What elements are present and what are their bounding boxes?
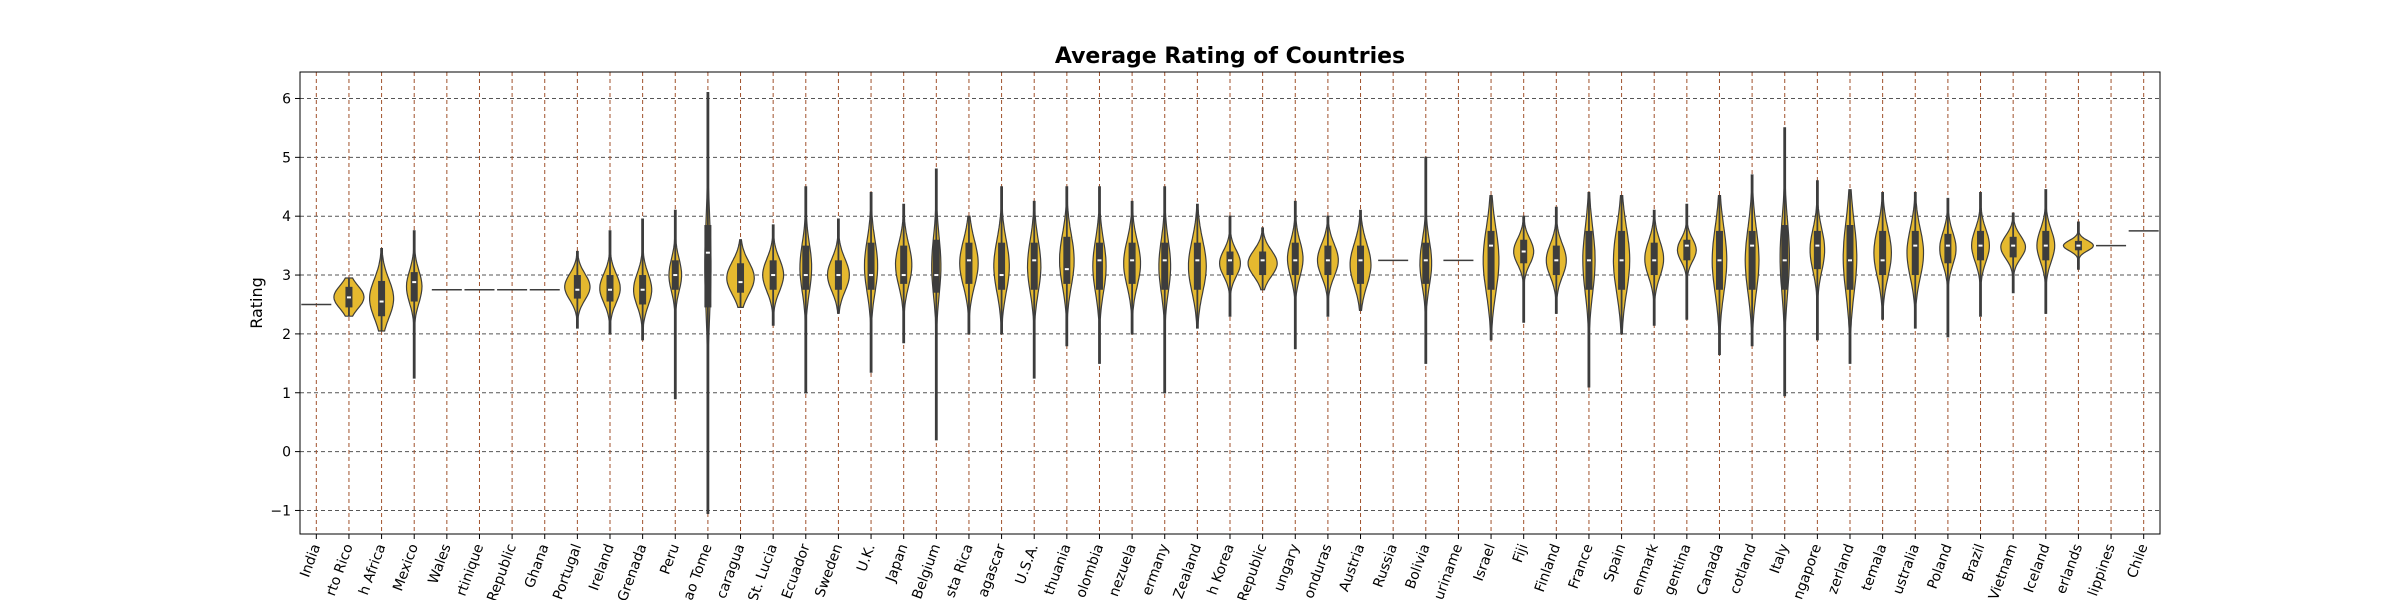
violin — [863, 192, 879, 373]
violin — [633, 218, 653, 341]
violin-box — [1944, 233, 1952, 264]
violin-box — [410, 272, 418, 302]
violin — [599, 230, 621, 335]
violin — [1612, 195, 1631, 335]
violin — [1349, 209, 1372, 311]
violin — [726, 239, 755, 308]
violin — [1218, 215, 1242, 317]
violin — [1809, 180, 1826, 341]
y-tick-label: 5 — [282, 150, 291, 166]
violin — [931, 168, 942, 441]
violin — [1644, 209, 1665, 326]
violin — [1482, 195, 1500, 341]
violin-box — [606, 275, 614, 302]
violin-box — [1291, 242, 1299, 276]
violin-box — [573, 275, 581, 299]
violin — [668, 209, 683, 400]
violin — [1970, 192, 1991, 317]
violin — [799, 186, 813, 394]
chart-title: Average Rating of Countries — [1055, 44, 1405, 69]
violin-box — [1030, 242, 1038, 290]
violin — [762, 224, 785, 326]
violin-box — [802, 245, 810, 290]
violin — [405, 230, 423, 379]
violin — [1286, 200, 1304, 350]
violin — [1939, 197, 1957, 338]
violin-box — [1095, 242, 1103, 290]
y-axis-label: Rating — [247, 277, 266, 329]
y-tick-label: −1 — [270, 503, 291, 519]
violin — [894, 203, 913, 344]
violin-box — [1650, 242, 1658, 276]
violin — [1092, 186, 1107, 364]
y-tick-label: 2 — [282, 327, 291, 343]
x-tick-label: Fiji — [1510, 542, 1531, 565]
violin — [993, 186, 1010, 335]
violin-box — [900, 245, 908, 284]
violin — [1676, 203, 1697, 320]
violin-box — [378, 280, 386, 317]
violin-box — [1781, 225, 1789, 290]
violin — [1779, 127, 1790, 397]
violin — [333, 277, 365, 317]
violin-box — [1357, 245, 1365, 284]
violin-box — [965, 242, 973, 284]
violin-box — [737, 263, 745, 293]
violin — [2062, 221, 2095, 270]
violin — [1419, 156, 1433, 364]
violin — [826, 218, 850, 314]
violin — [564, 250, 591, 329]
violin-box — [1226, 251, 1234, 276]
violin — [2036, 189, 2056, 314]
violin — [1513, 215, 1535, 323]
violin — [369, 248, 395, 332]
violin — [1744, 174, 1760, 347]
violin — [704, 92, 712, 514]
violin — [959, 215, 979, 335]
violin-box — [1683, 239, 1691, 261]
violin-box — [1422, 242, 1430, 284]
violin-box — [1161, 242, 1169, 290]
violin — [1582, 192, 1596, 388]
violin-box — [1259, 251, 1267, 276]
violin — [1873, 192, 1893, 320]
y-tick-label: 6 — [282, 91, 291, 107]
violin — [2000, 212, 2027, 294]
violin-box — [1911, 230, 1919, 276]
violin-box — [932, 239, 940, 293]
violin-box — [1193, 242, 1201, 290]
violin-box — [867, 242, 875, 290]
violin-box — [2009, 236, 2017, 258]
violin — [1545, 206, 1567, 314]
violin-box — [998, 242, 1006, 290]
y-ticks: −1 0 1 2 3 4 5 6 — [270, 91, 300, 519]
violin-box — [1128, 242, 1136, 284]
y-tick-label: 1 — [282, 386, 291, 402]
violin-box — [1879, 230, 1887, 276]
y-tick-label: 0 — [282, 445, 291, 461]
violins — [301, 92, 2159, 514]
violin-box — [1063, 236, 1071, 284]
violin — [1316, 215, 1339, 317]
violin — [1059, 186, 1075, 347]
violin — [1842, 189, 1858, 364]
violin — [1711, 195, 1728, 356]
violin — [1187, 203, 1207, 329]
violin — [1123, 200, 1142, 335]
violin-box — [1748, 230, 1756, 290]
y-tick-label: 3 — [282, 268, 291, 284]
y-tick-label: 4 — [282, 209, 291, 225]
violin-box — [1813, 230, 1821, 270]
violin — [1026, 200, 1042, 379]
violin-box — [1487, 230, 1495, 290]
violin — [1906, 192, 1925, 329]
violin-box — [1846, 225, 1854, 290]
violin — [1247, 227, 1278, 291]
violin — [1158, 186, 1172, 394]
violin-box — [704, 225, 712, 308]
